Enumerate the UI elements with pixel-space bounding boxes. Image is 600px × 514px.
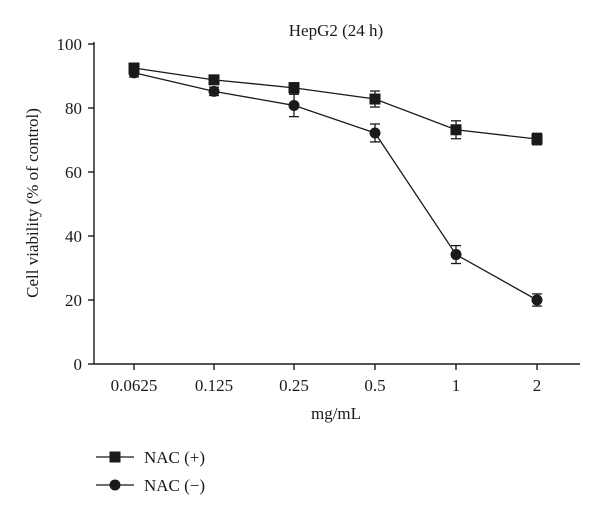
x-tick-label: 0.125 <box>195 376 233 395</box>
plot-series <box>128 62 543 307</box>
x-tick-label: 0.0625 <box>111 376 158 395</box>
legend-marker <box>109 479 121 491</box>
y-tick-label: 100 <box>57 35 83 54</box>
legend: NAC (+) NAC (−) <box>96 448 205 495</box>
series-line <box>133 67 538 140</box>
data-point <box>208 85 220 97</box>
y-axis-ticks: 0 20 40 60 80 100 <box>57 35 94 374</box>
y-tick-label: 0 <box>74 355 83 374</box>
x-tick-label: 0.5 <box>364 376 385 395</box>
series-line <box>133 72 538 301</box>
data-point <box>450 124 462 136</box>
legend-label: NAC (−) <box>144 476 205 495</box>
data-point <box>128 67 140 79</box>
y-axis-label: Cell viability (% of control) <box>23 108 42 298</box>
legend-item: NAC (+) <box>96 448 205 467</box>
data-point <box>369 93 381 105</box>
data-point <box>288 99 300 111</box>
legend-item: NAC (−) <box>96 476 205 495</box>
data-point <box>531 294 543 306</box>
data-point <box>208 74 220 86</box>
x-axis-ticks: 0.0625 0.125 0.25 0.5 1 2 <box>111 364 542 395</box>
data-point <box>369 127 381 139</box>
x-tick-label: 2 <box>533 376 542 395</box>
series-nac-plus <box>128 62 543 146</box>
y-tick-label: 20 <box>65 291 82 310</box>
data-point <box>450 249 462 261</box>
y-tick-label: 40 <box>65 227 82 246</box>
y-tick-label: 60 <box>65 163 82 182</box>
chart-title: HepG2 (24 h) <box>289 21 383 40</box>
legend-marker <box>109 451 121 463</box>
data-point <box>531 133 543 145</box>
series-nac-minus <box>128 67 543 307</box>
data-point <box>288 82 300 94</box>
x-tick-label: 0.25 <box>279 376 309 395</box>
x-axis-label: mg/mL <box>311 404 361 423</box>
x-tick-label: 1 <box>452 376 461 395</box>
legend-label: NAC (+) <box>144 448 205 467</box>
y-tick-label: 80 <box>65 99 82 118</box>
